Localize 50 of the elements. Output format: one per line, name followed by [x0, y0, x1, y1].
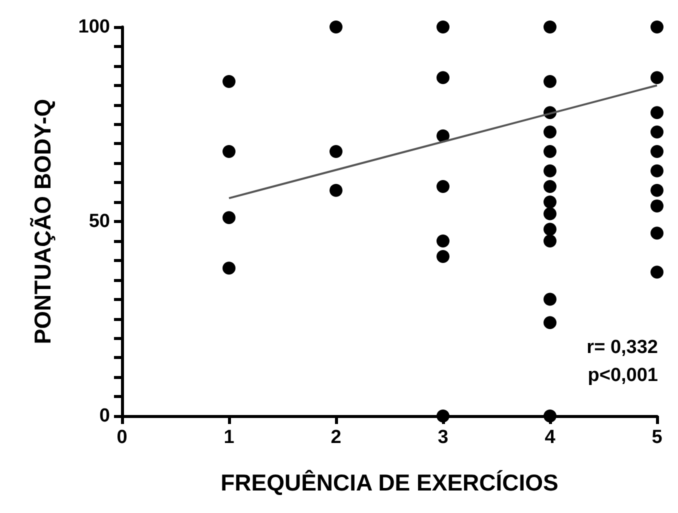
point	[436, 180, 450, 193]
point	[650, 164, 664, 178]
point	[544, 74, 556, 88]
point	[436, 234, 450, 248]
point	[650, 126, 664, 139]
point	[330, 184, 342, 197]
point	[436, 250, 450, 264]
point	[544, 164, 556, 178]
point	[436, 129, 450, 142]
x-tick-label: 1	[224, 427, 235, 448]
y-axis-title: PONTUAÇÃO BODY-Q	[30, 98, 56, 344]
y-tick-label: 100	[78, 16, 110, 38]
x-tick-label: 5	[652, 427, 663, 448]
point	[650, 199, 664, 212]
point	[436, 410, 450, 422]
point	[544, 20, 556, 34]
point	[222, 262, 236, 275]
point	[544, 196, 556, 209]
point	[650, 184, 664, 197]
point	[222, 144, 236, 158]
point	[650, 226, 664, 240]
point	[222, 211, 236, 224]
point	[650, 71, 664, 84]
point	[544, 234, 556, 248]
annotation: p<0,001	[588, 365, 658, 386]
y-tick-label: 50	[88, 211, 110, 232]
point	[544, 207, 556, 220]
annotation: r= 0,332	[586, 337, 658, 358]
point	[436, 71, 450, 84]
point	[544, 180, 556, 193]
point	[222, 74, 236, 88]
x-tick-label: 0	[116, 427, 128, 448]
point	[650, 144, 664, 158]
point	[436, 20, 450, 34]
x-tick-label: 2	[330, 427, 342, 448]
point	[544, 292, 556, 306]
point	[544, 410, 556, 422]
x-tick-label: 4	[544, 427, 556, 448]
point	[544, 144, 556, 158]
y-tick-label: 0	[99, 406, 110, 426]
point	[650, 20, 664, 34]
point	[330, 144, 342, 158]
point	[330, 20, 342, 34]
point	[544, 126, 556, 139]
point	[650, 266, 664, 279]
point	[650, 106, 664, 120]
x-axis-title: FREQUÊNCIA DE EXERCÍCIOS	[220, 470, 558, 496]
x-tick-label: 3	[438, 427, 448, 448]
point	[544, 222, 556, 236]
point	[544, 316, 556, 330]
